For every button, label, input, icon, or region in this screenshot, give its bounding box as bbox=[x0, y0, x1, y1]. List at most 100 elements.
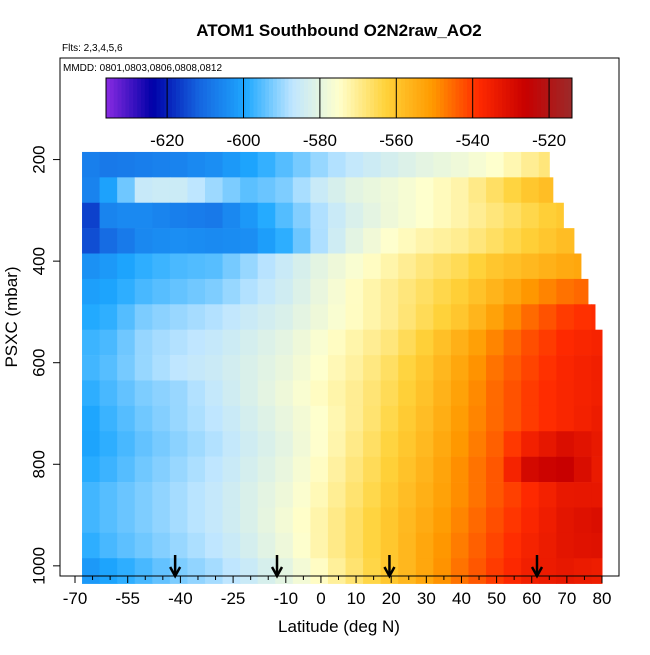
heat-cell bbox=[134, 228, 153, 254]
heat-cell bbox=[450, 304, 469, 330]
heat-cell bbox=[468, 405, 487, 432]
colorbar-swatch bbox=[292, 78, 297, 118]
colorbar-swatch bbox=[133, 78, 138, 118]
heat-cell bbox=[468, 380, 487, 407]
heat-cell bbox=[380, 228, 399, 254]
colorbar-swatch bbox=[439, 78, 445, 118]
heat-cell bbox=[345, 177, 364, 204]
heat-cell bbox=[275, 177, 294, 204]
heat-cell bbox=[310, 329, 329, 356]
heat-cell bbox=[99, 482, 118, 508]
heat-cell bbox=[380, 202, 399, 229]
heat-cell bbox=[134, 304, 153, 330]
heat-cell bbox=[292, 482, 311, 508]
heat-cell bbox=[240, 482, 259, 508]
heat-cell bbox=[486, 304, 505, 330]
heat-cell bbox=[82, 355, 101, 381]
colorbar-swatch bbox=[447, 78, 453, 118]
heat-cell bbox=[486, 507, 505, 534]
colorbar-swatch bbox=[377, 78, 383, 118]
colorbar-swatch bbox=[172, 78, 177, 118]
colorbar: -620 -600 -580 -560 -540 -520 bbox=[105, 77, 573, 150]
heat-cell bbox=[486, 253, 505, 280]
heat-cell bbox=[433, 151, 452, 178]
heat-cell bbox=[169, 151, 188, 178]
heat-cell bbox=[503, 329, 522, 356]
heat-cell bbox=[152, 405, 171, 432]
heat-cell bbox=[187, 532, 206, 559]
heat-cell bbox=[310, 558, 329, 584]
heat-cell bbox=[327, 355, 347, 381]
heat-cell bbox=[152, 177, 171, 204]
heat-cell bbox=[275, 532, 294, 559]
heat-cell bbox=[152, 532, 171, 559]
x-tick-label: 10 bbox=[347, 589, 366, 608]
heat-cell bbox=[275, 405, 294, 432]
heat-cell bbox=[222, 482, 241, 508]
heat-cell bbox=[398, 507, 417, 534]
heat-cell bbox=[222, 431, 241, 457]
heat-cell bbox=[521, 151, 540, 178]
heat-cell bbox=[99, 355, 118, 381]
heat-cell bbox=[345, 304, 364, 330]
heat-cell bbox=[345, 482, 364, 508]
heat-cell bbox=[310, 177, 329, 204]
colorbar-swatch bbox=[261, 78, 266, 118]
colorbar-swatch bbox=[179, 78, 185, 118]
heat-cell bbox=[415, 355, 434, 381]
heat-cell bbox=[310, 431, 329, 457]
heat-cell bbox=[82, 228, 101, 254]
heat-cell bbox=[398, 228, 417, 254]
heat-cell bbox=[257, 380, 276, 407]
heat-cell bbox=[169, 329, 188, 356]
colorbar-swatch bbox=[529, 78, 534, 118]
heat-cell bbox=[433, 532, 452, 559]
heat-cell bbox=[152, 431, 171, 457]
heat-cell bbox=[521, 507, 540, 534]
heat-cell bbox=[380, 355, 399, 381]
heat-cell bbox=[152, 228, 171, 254]
heat-cell bbox=[187, 202, 206, 229]
heat-cell bbox=[204, 380, 224, 407]
heat-cell bbox=[503, 202, 522, 229]
y-axis-label: PSXC (mbar) bbox=[2, 266, 21, 367]
heat-cell bbox=[327, 456, 347, 483]
heat-cell bbox=[486, 202, 505, 229]
heat-cell bbox=[415, 329, 434, 356]
heat-cell bbox=[486, 151, 505, 178]
heat-cell bbox=[187, 558, 206, 584]
heat-cell bbox=[345, 456, 364, 483]
heat-cell bbox=[82, 329, 101, 356]
heat-cell bbox=[538, 456, 557, 483]
colorbar-swatch bbox=[540, 78, 546, 118]
colorbar-swatch bbox=[354, 78, 359, 118]
heat-cell bbox=[468, 558, 487, 584]
heat-cell bbox=[538, 482, 557, 508]
heat-cell bbox=[134, 431, 153, 457]
heat-cell bbox=[204, 304, 224, 330]
heat-cell bbox=[363, 431, 382, 457]
heat-cell bbox=[134, 558, 153, 584]
plot-frame bbox=[59, 57, 620, 577]
colorbar-swatch bbox=[498, 78, 503, 118]
heat-cell bbox=[257, 278, 276, 305]
heat-cell bbox=[398, 456, 417, 483]
flights-label: Flts: 2,3,4,5,6 bbox=[62, 43, 123, 54]
heat-cell bbox=[240, 355, 259, 381]
heat-cell bbox=[257, 202, 276, 229]
heat-cell bbox=[521, 532, 540, 559]
heat-cell bbox=[204, 355, 224, 381]
colorbar-swatch bbox=[517, 78, 522, 118]
heat-cell bbox=[450, 228, 469, 254]
colorbar-swatch bbox=[346, 78, 352, 118]
heat-cell bbox=[538, 507, 557, 534]
x-tick-label: 50 bbox=[487, 589, 506, 608]
heat-cell bbox=[292, 507, 311, 534]
heat-cell bbox=[503, 228, 522, 254]
colorbar-swatch bbox=[339, 78, 344, 118]
heat-cell bbox=[398, 380, 417, 407]
heat-cell bbox=[415, 380, 434, 407]
heat-cell bbox=[521, 329, 540, 356]
heat-cell bbox=[556, 228, 575, 254]
heat-cell bbox=[380, 177, 399, 204]
